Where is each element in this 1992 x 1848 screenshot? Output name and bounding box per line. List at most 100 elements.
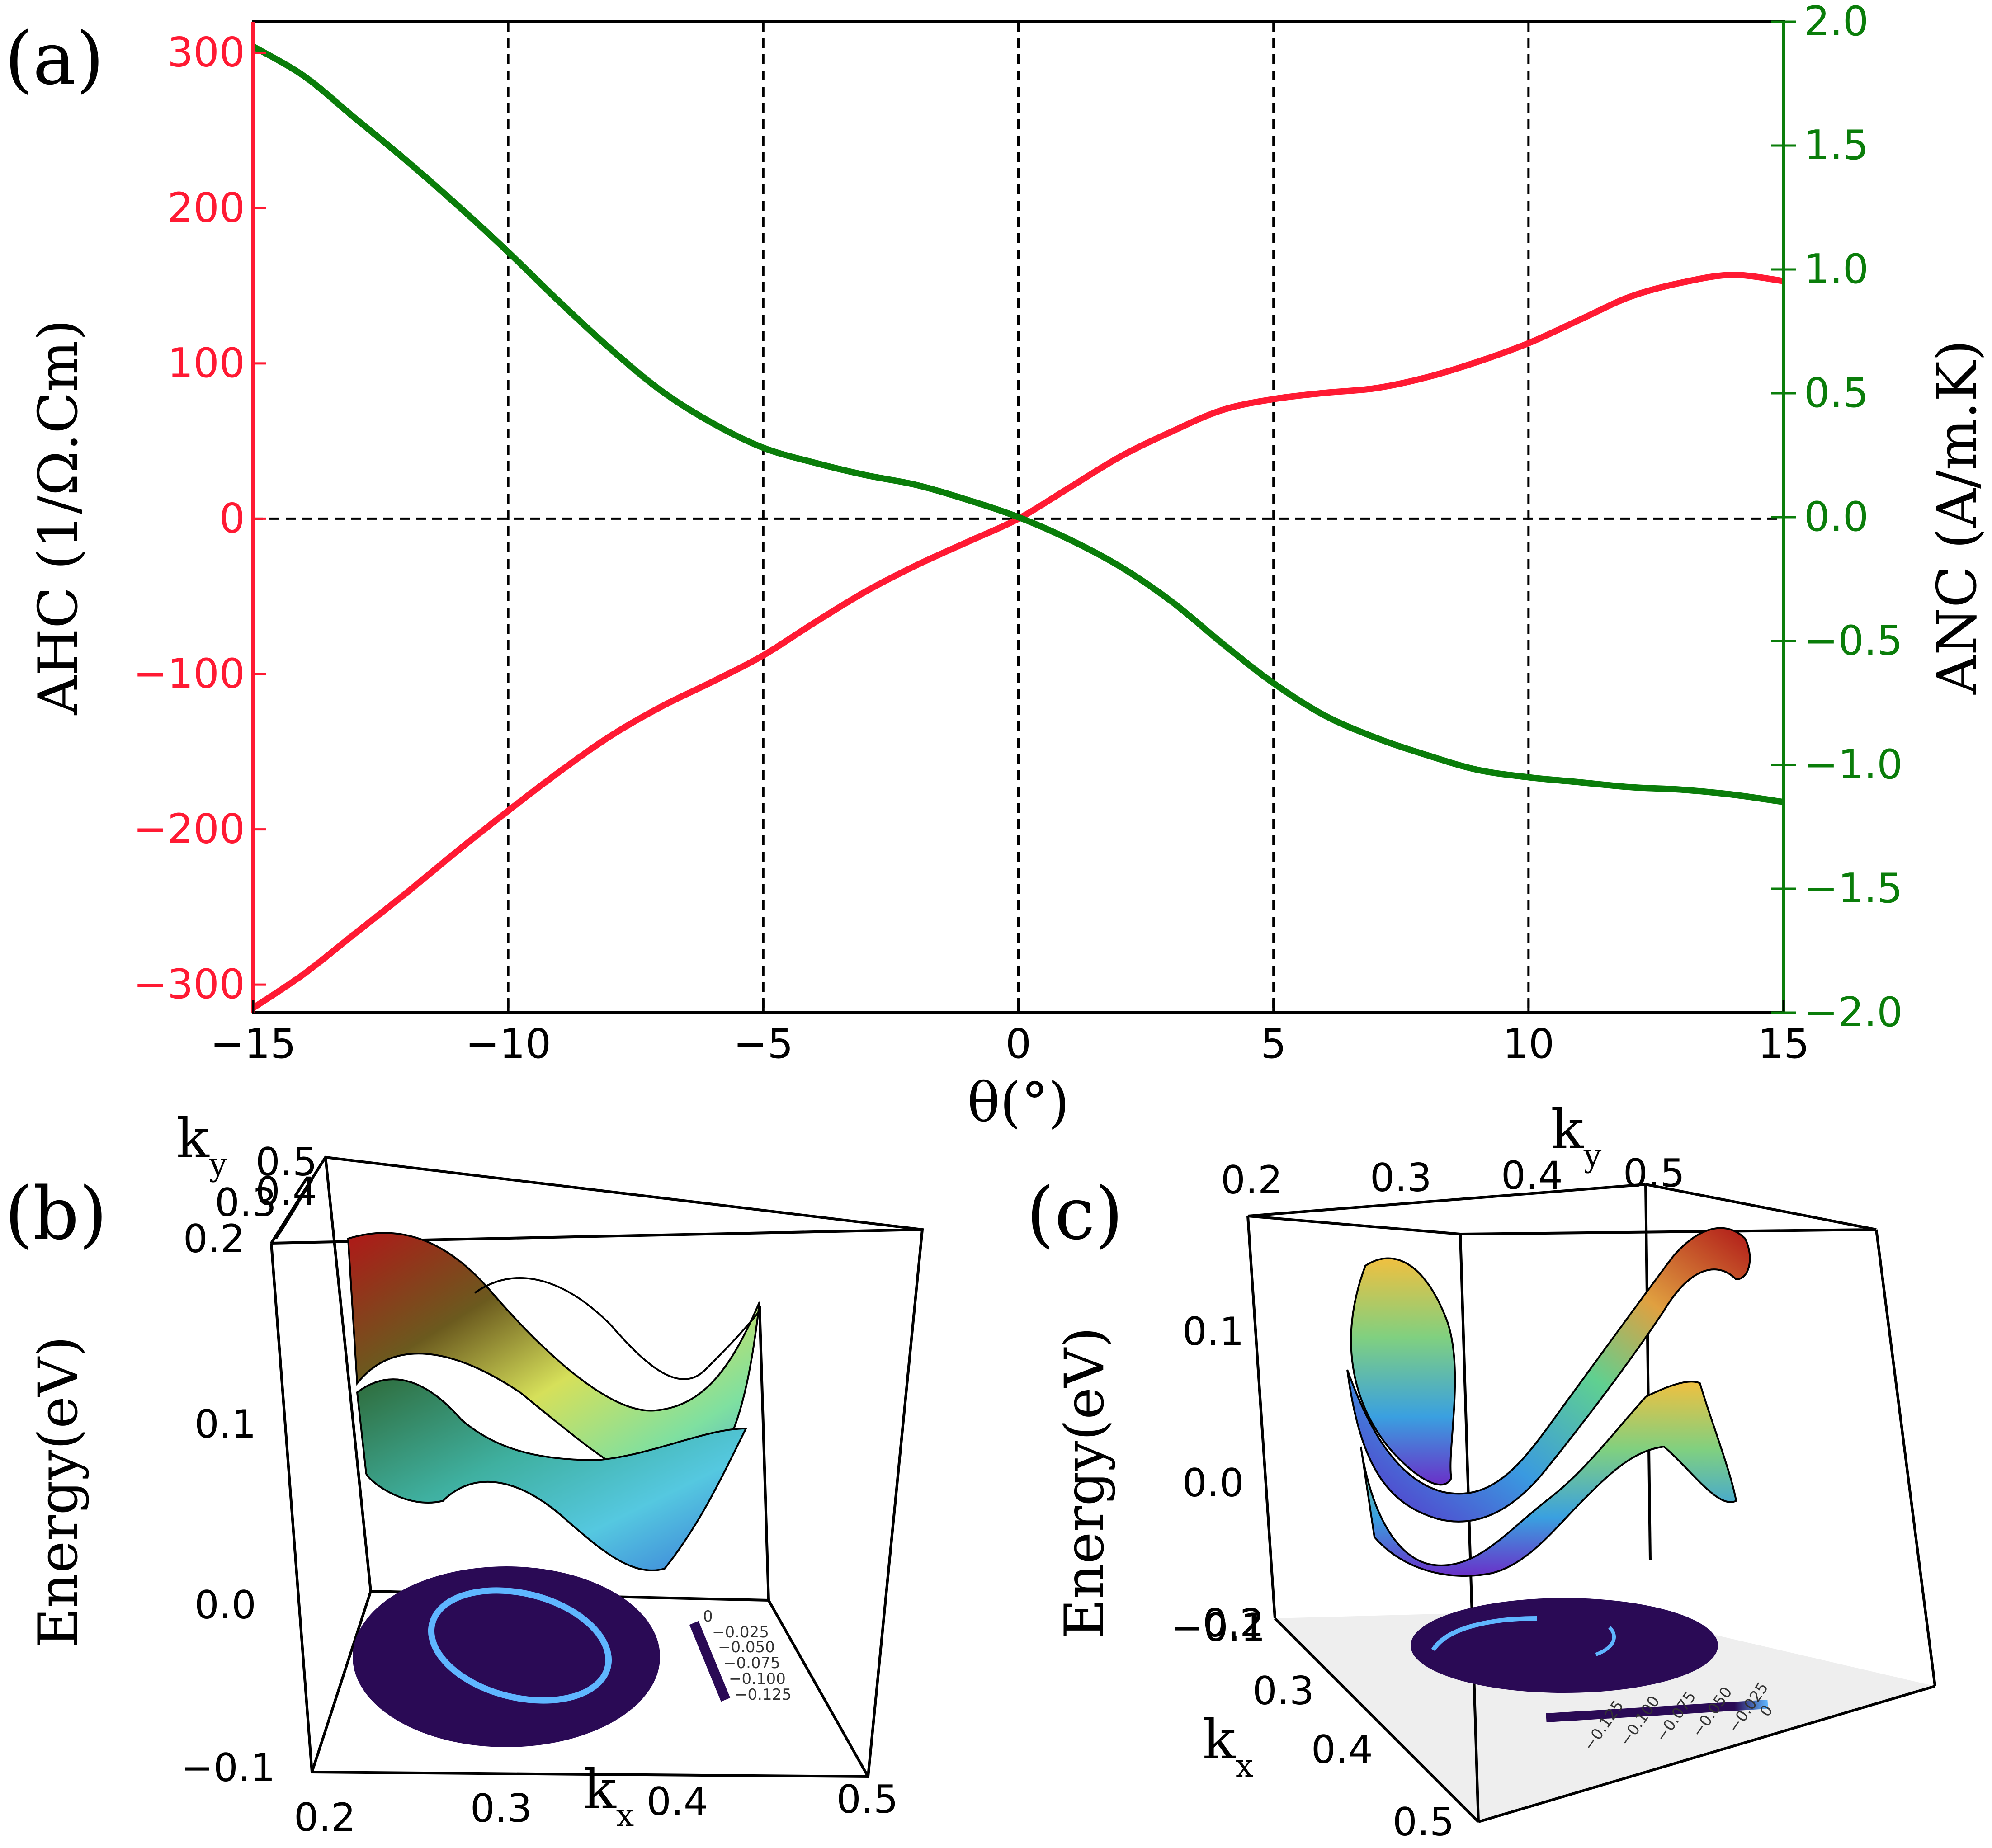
- upper-band-edge: [474, 1277, 760, 1380]
- y-tick: 0.2: [183, 1216, 245, 1262]
- z-axis-label-c: Energy(eV): [1053, 1327, 1116, 1638]
- y-axis-label-c: ky: [1551, 1098, 1602, 1174]
- colorbar-tick: −0.075: [723, 1654, 780, 1672]
- x-ticks-c: 0.2 0.3 0.4 0.5: [1203, 1601, 1454, 1845]
- x-axis-label: θ(°): [968, 1071, 1070, 1134]
- upper-band-left-lobe: [1350, 1257, 1456, 1486]
- x-tick: 0.4: [1311, 1727, 1373, 1773]
- x-tick-label: −10: [465, 1020, 551, 1068]
- right-y-tick-label: 0.0: [1804, 493, 1869, 541]
- y-ticks-c: 0.2 0.3 0.4 0.5: [1221, 1151, 1685, 1203]
- x-tick: 0.2: [294, 1795, 356, 1840]
- x-tick-label: 0: [1005, 1020, 1031, 1068]
- x-tick: 0.5: [836, 1777, 898, 1822]
- panel-label-c: (c): [1026, 1171, 1123, 1256]
- colorbar-tick: −0.025: [712, 1623, 769, 1641]
- x-label-main: k: [1203, 1709, 1236, 1772]
- y-tick: 0.4: [255, 1169, 317, 1214]
- upper-band-surface: [1346, 1227, 1751, 1523]
- z-ticks-c: 0.1 0.0 −0.1: [1171, 1309, 1265, 1650]
- x-axis-label-b: kx: [583, 1758, 634, 1834]
- colorbar-tick: −0.100: [729, 1670, 786, 1688]
- projection-arc: [1595, 1626, 1616, 1656]
- x-tick-label: 10: [1503, 1020, 1555, 1068]
- x-tick: 0.2: [1203, 1601, 1265, 1646]
- right-y-tick-label: 1.0: [1804, 245, 1869, 293]
- panel-b-3d-plot: (b) 0 −0.025 −0.050 −0.075 −0.1: [5, 1108, 924, 1840]
- x-tick-label: −15: [210, 1020, 296, 1068]
- right-y-tick-label: −1.0: [1804, 741, 1903, 788]
- projection-ring: [428, 1587, 612, 1704]
- right-y-tick-label: 1.5: [1804, 122, 1869, 169]
- z-tick: 0.0: [1182, 1461, 1244, 1506]
- box-wireframe: [1246, 1183, 1936, 1823]
- y-ticks-b: 0.5 0.4 0.3 0.2: [183, 1140, 317, 1262]
- z-tick: 0.0: [194, 1583, 256, 1628]
- projection-arc: [1431, 1616, 1538, 1651]
- projection-disk: [353, 1566, 660, 1747]
- x-tick-label: −5: [733, 1020, 793, 1068]
- y-tick: 0.5: [255, 1140, 317, 1185]
- right-y-tick-label: 2.0: [1804, 0, 1869, 45]
- left-y-tick-label: 100: [167, 339, 245, 387]
- y-tick: 0.3: [1370, 1155, 1432, 1201]
- z-ticks-b: 0.1 0.0 −0.1: [181, 1402, 275, 1791]
- x-label-sub: x: [616, 1797, 634, 1834]
- series-group: [251, 43, 1784, 1011]
- x-tick-label: 5: [1260, 1020, 1286, 1068]
- panel-c-3d-plot: (c) 0 −0.025 −0.050 −: [1026, 1098, 1936, 1845]
- y-axis-label-b: ky: [176, 1108, 227, 1183]
- z-tick: −0.1: [1171, 1605, 1265, 1650]
- right-y-tick-label: 0.5: [1804, 369, 1869, 417]
- x-ticks-b: 0.2 0.3 0.4 0.5: [294, 1777, 898, 1840]
- x-tick: 0.5: [1393, 1800, 1454, 1845]
- y-label-main: k: [176, 1108, 210, 1170]
- y-tick: 0.4: [1501, 1153, 1563, 1198]
- y-label-main: k: [1551, 1098, 1584, 1161]
- lower-band-surface: [1360, 1381, 1737, 1577]
- projection-disk: [1411, 1598, 1718, 1693]
- x-tick-label: 15: [1758, 1020, 1810, 1068]
- x-label-sub: x: [1236, 1747, 1253, 1784]
- y-label-sub: y: [209, 1146, 227, 1183]
- z-axis-label-b: Energy(eV): [27, 1336, 90, 1647]
- colorbar-b: [689, 1621, 731, 1702]
- series-line-ahc: [251, 272, 1784, 1011]
- left-y-tick-label: −200: [133, 806, 245, 853]
- right-y-axis-label: ANC (A/m.K): [1926, 340, 1989, 695]
- y-tick: 0.2: [1221, 1158, 1283, 1203]
- colorbar-ticks-b: 0 −0.025 −0.050 −0.075 −0.100 −0.125: [703, 1608, 792, 1704]
- left-y-tick-label: 200: [167, 184, 245, 231]
- colorbar-tick: 0: [703, 1608, 713, 1626]
- colorbar-tick: −0.050: [718, 1638, 775, 1656]
- tick-group: −15 −10 −5 0 5 10 15 −300 −200 −100 0 100 200 300 −2.0…: [133, 0, 1903, 1068]
- y-tick: 0.3: [215, 1180, 277, 1226]
- left-y-tick-label: 0: [219, 495, 245, 542]
- panel-label-a: (a): [5, 16, 104, 101]
- x-axis-label-c: kx: [1203, 1709, 1253, 1784]
- panel-a-chart: (a) −15 −10 −5 0 5 10 15 −300 −200 −100 0 100 200 300…: [5, 0, 1989, 1134]
- series-line-anc: [251, 43, 1784, 806]
- left-y-tick-label: −300: [133, 961, 245, 1008]
- colorbar-c: [1546, 1700, 1768, 1722]
- z-tick: 0.1: [1182, 1309, 1244, 1354]
- right-y-tick-label: −2.0: [1804, 989, 1903, 1036]
- x-tick: 0.3: [470, 1786, 532, 1831]
- left-y-tick-label: 300: [167, 29, 245, 76]
- z-tick: 0.1: [194, 1402, 256, 1447]
- x-tick: 0.4: [647, 1779, 708, 1824]
- left-y-tick-label: −100: [133, 650, 245, 698]
- right-y-tick-label: −1.5: [1804, 865, 1903, 912]
- y-label-sub: y: [1583, 1137, 1602, 1174]
- panel-label-b: (b): [5, 1171, 107, 1256]
- x-label-main: k: [583, 1758, 617, 1821]
- z-tick: −0.1: [181, 1745, 275, 1791]
- box-wireframe: [270, 1155, 924, 1778]
- colorbar-tick: −0.125: [735, 1686, 792, 1704]
- lower-band-surface: [356, 1378, 748, 1571]
- x-tick: 0.3: [1252, 1669, 1314, 1714]
- right-y-tick-label: −0.5: [1804, 617, 1903, 665]
- left-y-axis-label: AHC (1/Ω.Cm): [27, 320, 90, 716]
- y-tick: 0.5: [1623, 1151, 1685, 1196]
